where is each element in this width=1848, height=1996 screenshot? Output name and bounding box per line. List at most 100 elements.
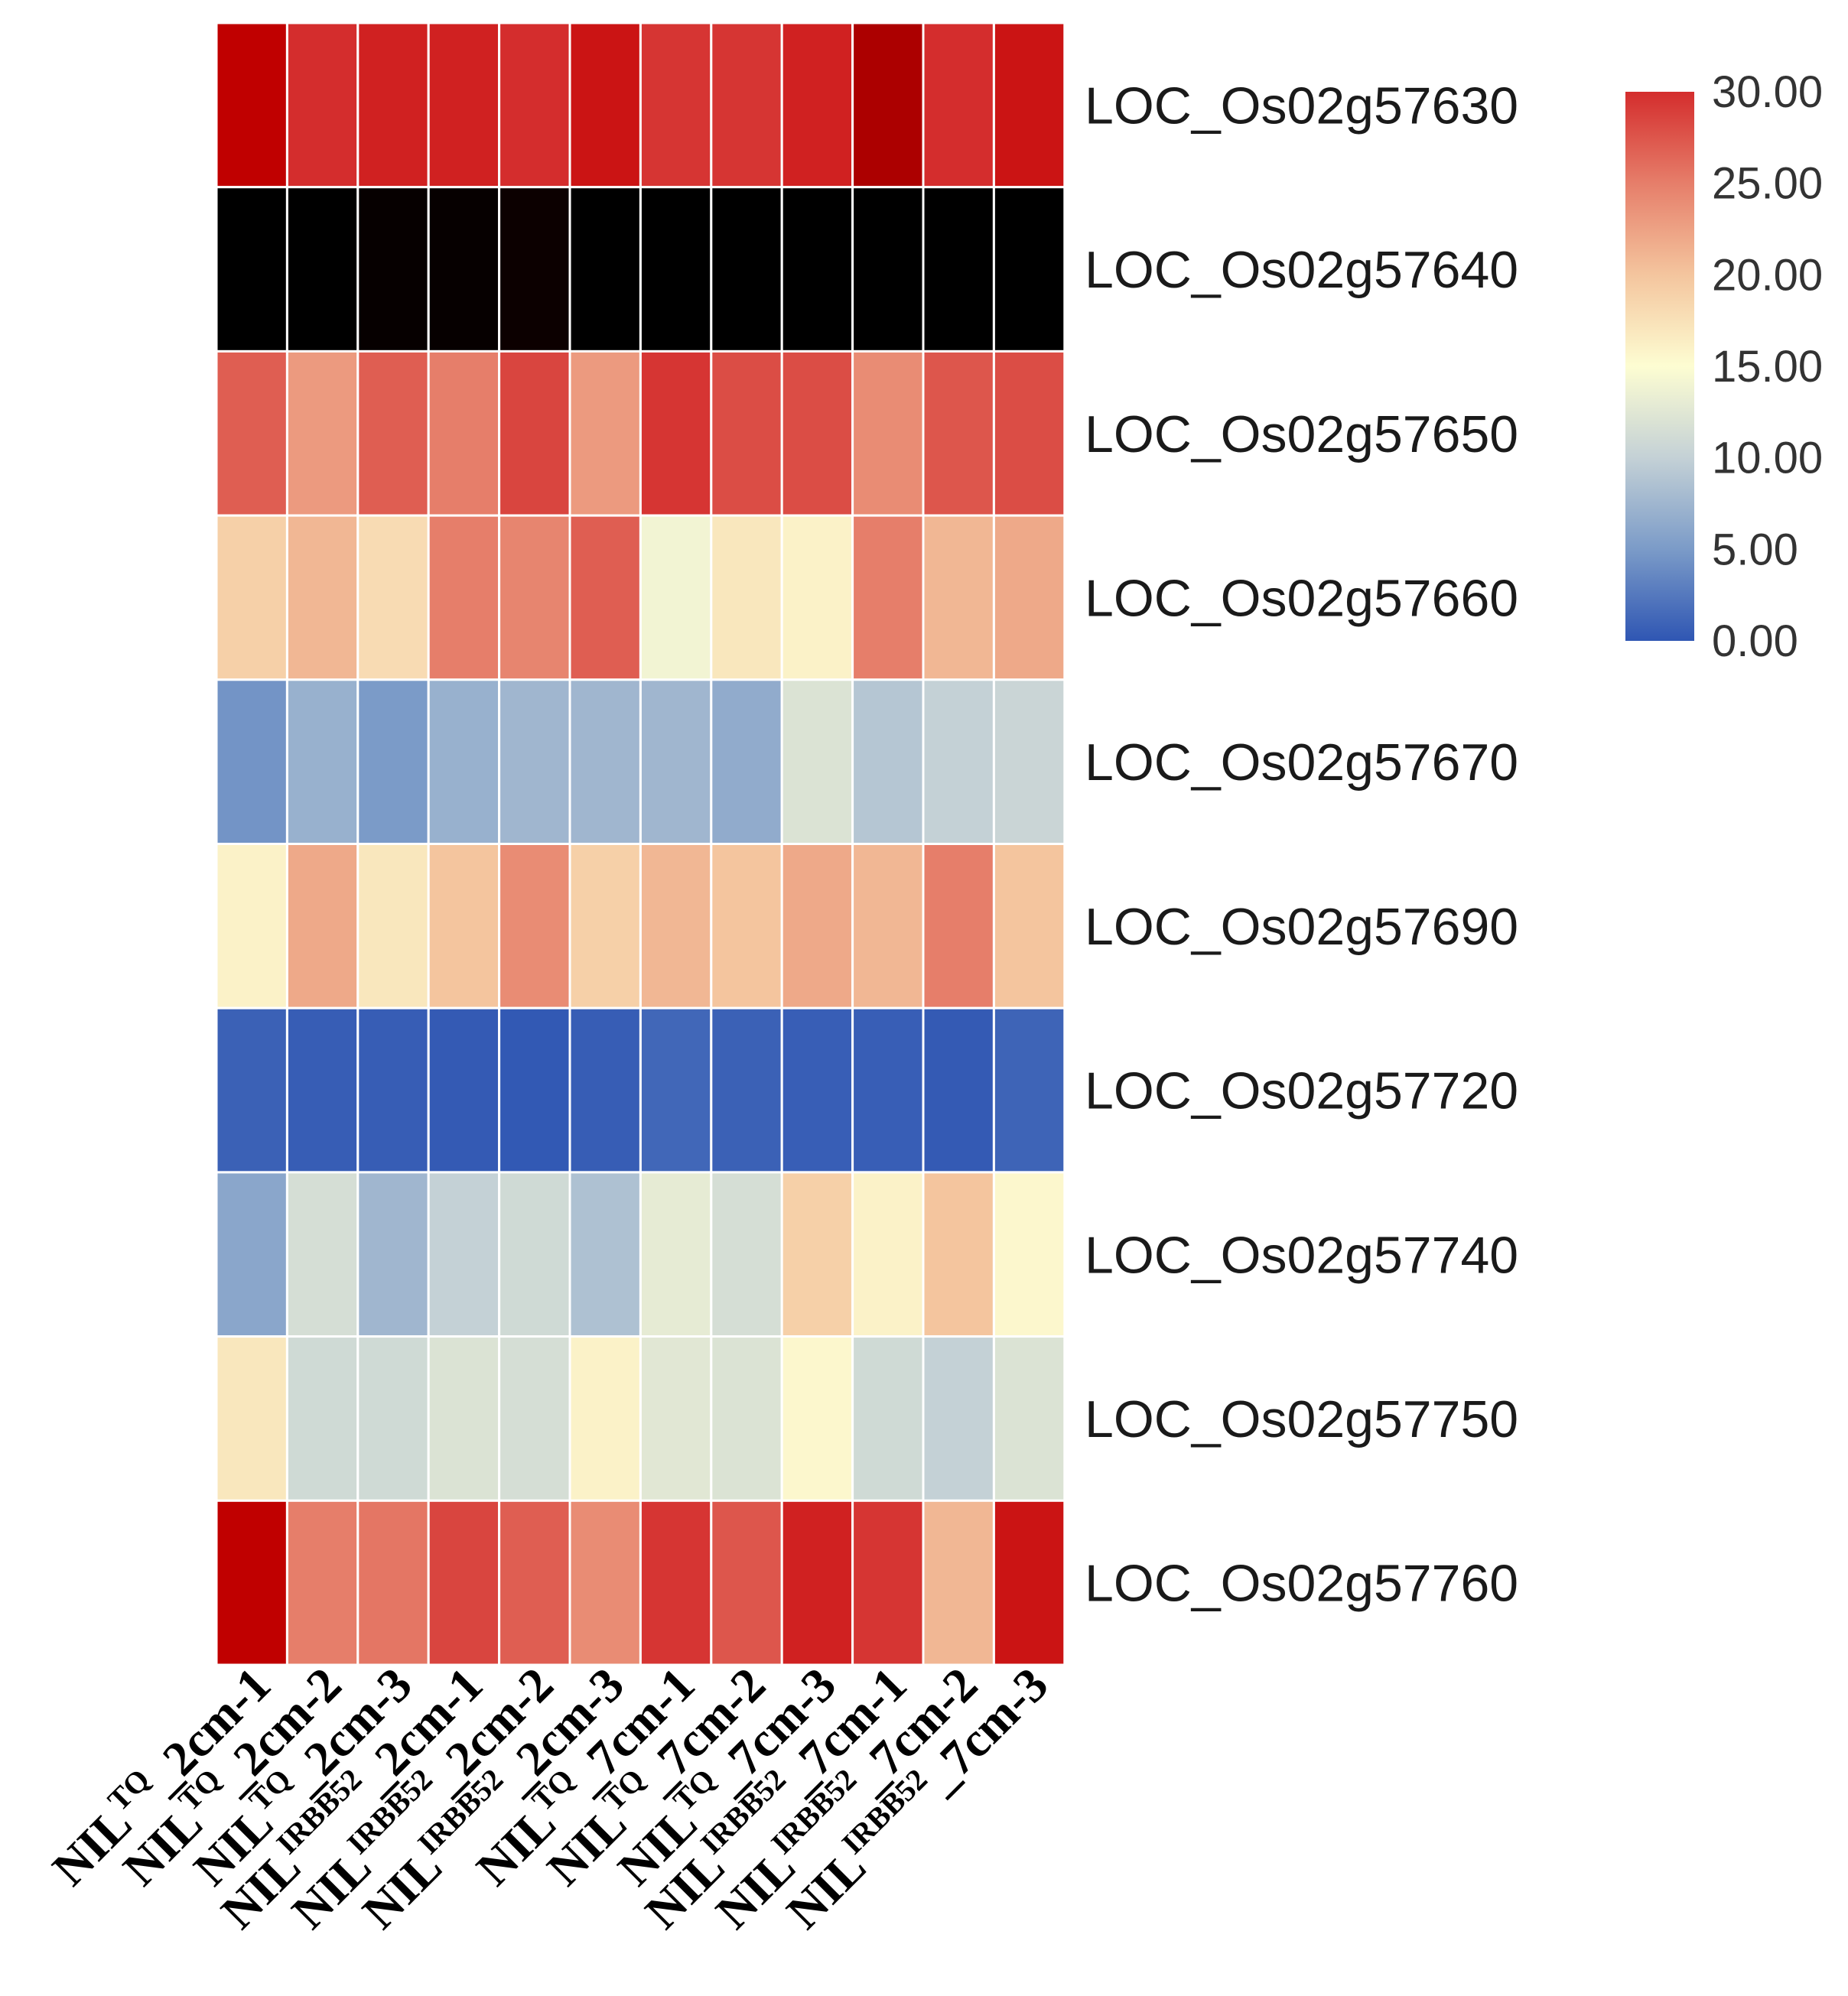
heatmap-cell <box>215 1335 288 1502</box>
heatmap-cell <box>780 349 854 517</box>
heatmap-cell <box>922 1335 995 1502</box>
heatmap-cell <box>639 349 713 517</box>
row-label: LOC_Os02g57740 <box>1085 1226 1518 1284</box>
heatmap-cell <box>285 678 360 845</box>
heatmap-cell <box>498 1006 571 1174</box>
heatmap-cell <box>780 21 854 189</box>
row-label: LOC_Os02g57760 <box>1085 1555 1518 1613</box>
heatmap-cell <box>922 1171 995 1338</box>
heatmap-cell <box>851 1006 925 1174</box>
heatmap-cell <box>851 1335 925 1502</box>
heatmap-cell <box>285 186 360 353</box>
heatmap-cell <box>356 1171 430 1338</box>
heatmap-cell <box>922 349 995 517</box>
heatmap-cell <box>427 21 501 189</box>
heatmap-cell <box>710 21 783 189</box>
heatmap-cell <box>780 1171 854 1338</box>
heatmap-cell <box>851 1499 925 1666</box>
heatmap-cell <box>356 843 430 1009</box>
row-label: LOC_Os02g57670 <box>1085 733 1518 792</box>
row-label: LOC_Os02g57690 <box>1085 898 1518 956</box>
heatmap-cell <box>215 514 288 681</box>
heatmap-cell <box>710 349 783 517</box>
row-label: LOC_Os02g57640 <box>1085 241 1518 299</box>
heatmap-cell <box>780 1499 854 1666</box>
heatmap-cell <box>992 678 1066 845</box>
row-label: LOC_Os02g57750 <box>1085 1390 1518 1448</box>
heatmap-cell <box>498 1171 571 1338</box>
heatmap-cell <box>215 349 288 517</box>
heatmap-cell <box>710 514 783 681</box>
heatmap-cell <box>851 186 925 353</box>
heatmap-cell <box>498 21 571 189</box>
heatmap-cell <box>992 843 1066 1009</box>
heatmap-cell <box>992 1335 1066 1502</box>
row-labels: LOC_Os02g57630 LOC_Os02g57640 LOC_Os02g576… <box>1085 76 1518 1612</box>
heatmap-cell <box>285 1006 360 1174</box>
heatmap-cell <box>356 1499 430 1666</box>
colorbar-tick-label: 10.00 <box>1712 434 1823 483</box>
heatmap-cell <box>215 843 288 1009</box>
heatmap-cell <box>780 1006 854 1174</box>
heatmap-cell <box>710 678 783 845</box>
color-legend: 30.00 25.00 20.00 15.00 10.00 5.00 0.00 <box>1625 67 1823 666</box>
heatmap-cell <box>427 186 501 353</box>
heatmap-cell <box>992 514 1066 681</box>
heatmap-cell <box>285 1335 360 1502</box>
heatmap-cell <box>992 1006 1066 1174</box>
heatmap-cell <box>285 21 360 189</box>
heatmap-cell <box>498 186 571 353</box>
column-labels: NILTQ_2cm-1NILTQ_2cm-2NILTQ_2cm-3NILIRBB… <box>42 1657 1059 1939</box>
heatmap-cell <box>992 21 1066 189</box>
heatmap-cell <box>215 1499 288 1666</box>
colorbar-tick-label: 0.00 <box>1712 616 1798 666</box>
heatmap-cell <box>356 1335 430 1502</box>
heatmap-cell <box>992 1499 1066 1666</box>
heatmap-cell <box>215 1171 288 1338</box>
heatmap-cell <box>922 514 995 681</box>
heatmap-cell <box>851 843 925 1009</box>
heatmap-cell <box>922 186 995 353</box>
heatmap-cell <box>639 1499 713 1666</box>
heatmap-cell <box>568 1171 642 1338</box>
heatmap-cell <box>427 678 501 845</box>
colorbar-tick-label: 15.00 <box>1712 342 1823 392</box>
heatmap-cell <box>285 514 360 681</box>
heatmap-cell <box>710 1335 783 1502</box>
heatmap-cell <box>710 1006 783 1174</box>
heatmap-cell <box>780 843 854 1009</box>
heatmap-cell <box>356 1006 430 1174</box>
heatmap-cell <box>356 678 430 845</box>
heatmap-cell <box>498 678 571 845</box>
colorbar-tick-label: 5.00 <box>1712 525 1798 574</box>
heatmap-cell <box>568 1006 642 1174</box>
heatmap-cell <box>639 1171 713 1338</box>
row-label: LOC_Os02g57650 <box>1085 405 1518 463</box>
heatmap-cell <box>498 843 571 1009</box>
heatmap-cell <box>215 21 288 189</box>
heatmap-cell <box>851 349 925 517</box>
heatmap-cell <box>568 1335 642 1502</box>
heatmap-cell <box>851 21 925 189</box>
colorbar <box>1625 92 1694 641</box>
heatmap-cell <box>639 21 713 189</box>
heatmap-cell <box>851 1171 925 1338</box>
heatmap-cell <box>356 21 430 189</box>
heatmap-cell <box>568 186 642 353</box>
heatmap-cell <box>498 514 571 681</box>
row-label: LOC_Os02g57660 <box>1085 569 1518 627</box>
heatmap-cell <box>427 1171 501 1338</box>
heatmap-cell <box>285 843 360 1009</box>
heatmap-cell <box>285 1171 360 1338</box>
heatmap-cell <box>922 678 995 845</box>
heatmap-cell <box>568 678 642 845</box>
heatmap-cell <box>427 349 501 517</box>
heatmap-cell <box>568 1499 642 1666</box>
heatmap-cell <box>639 186 713 353</box>
colorbar-ticks: 30.00 25.00 20.00 15.00 10.00 5.00 0.00 <box>1712 67 1823 666</box>
heatmap-cell <box>427 1335 501 1502</box>
heatmap-cell <box>710 186 783 353</box>
heatmap-cell <box>215 678 288 845</box>
heatmap-cell <box>851 514 925 681</box>
